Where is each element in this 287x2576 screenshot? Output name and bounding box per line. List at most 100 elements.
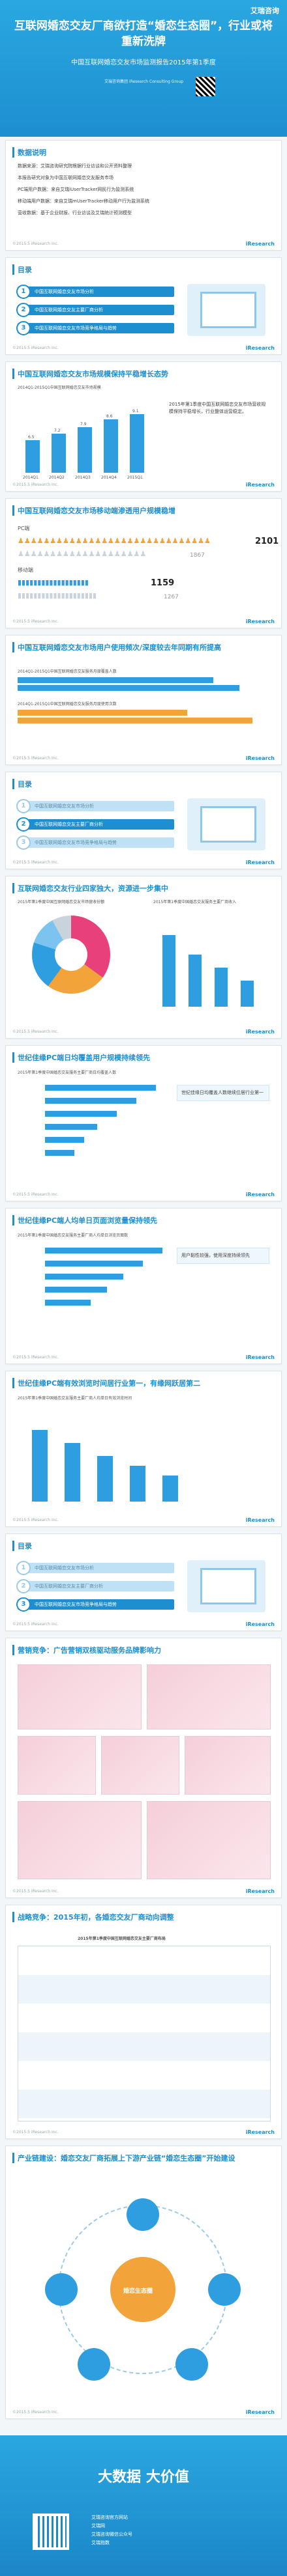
section-title: 数据说明 — [12, 147, 46, 158]
node-icon — [45, 2273, 78, 2306]
section-agenda-3: 目录 1 中国互联网婚恋交友市场分析 2 中国互联网婚恋交友主要厂商分析 3 中国互联… — [5, 1533, 282, 1631]
agenda-item[interactable]: 2 中国互联网婚恋交友主要厂商分析 — [16, 303, 174, 317]
note-line: 移动端用户数据：来自艾瑞mUserTracker移动用户行为监测系统 — [18, 199, 150, 204]
footer-brand: iResearch — [245, 755, 275, 761]
section-title: 世纪佳缘PC端人均单日页面浏览量保持领先 — [12, 1215, 157, 1225]
footer-copyright: ©2015.5 iResearch Inc. — [12, 1355, 59, 1360]
ad-image — [147, 1664, 271, 1729]
link-item[interactable]: 艾瑞咨询微信公众号 — [91, 2532, 132, 2537]
bar — [45, 1137, 84, 1143]
section-title: 互联网婚恋交友行业四家独大，资源进一步集中 — [12, 883, 168, 893]
section-title: 世纪佳缘PC端有效浏览时间居行业第一，有缘网跃居第二 — [12, 1378, 200, 1388]
ad-image — [18, 1664, 142, 1729]
footer-brand: iResearch — [245, 1354, 275, 1360]
bar-value: 9.1 — [132, 409, 139, 413]
section-title: 中国互联网婚恋交友市场用户使用频次/深度较去年同期有所提高 — [12, 642, 273, 652]
section-daily-coverage: 世纪佳缘PC端日均覆盖用户规模持续领先 2015年第1季度中国婚恋交友服务主要厂… — [5, 1045, 282, 1201]
bar — [130, 414, 144, 473]
bar — [78, 427, 92, 473]
section-title: 战略竞争：2015年初，各婚恋交友厂商动向调整 — [12, 1912, 260, 1922]
user-icons-row: ▮▮▮▮▮▮▮▮▮▮▮▮▮▮▮▮▮▮▮▮ — [18, 591, 97, 600]
section-data-notes: 数据说明 数据来源：艾瑞咨询研究院根据行业访谈和公开资料整理 本报告研究对象为中… — [5, 140, 282, 251]
qr-code-icon — [196, 77, 215, 96]
bar — [130, 1466, 145, 1502]
brand-logo: 艾瑞咨询 — [250, 7, 279, 15]
bar — [25, 440, 40, 473]
pie-hole — [55, 938, 87, 971]
ad-image — [185, 1736, 271, 1795]
section-title: 目录 — [12, 1541, 32, 1551]
bar-value: 6.5 — [28, 435, 35, 440]
agenda-label: 中国互联网婚恋交友市场竞争格局与趋势 — [35, 840, 117, 845]
bar — [45, 1287, 107, 1293]
link-item[interactable]: 艾瑞指数 — [91, 2540, 110, 2545]
bar — [241, 981, 254, 1007]
callout-note: 用户黏性较强，使用深度持续领先 — [177, 1248, 269, 1264]
hero-tagline: 艾瑞咨询集团 iResearch Consulting Group — [104, 79, 184, 84]
agenda-item[interactable]: 1 中国互联网婚恋交友市场分析 — [16, 285, 174, 299]
section-agenda-2: 目录 1 中国互联网婚恋交友市场分析 2 中国互联网婚恋交友主要厂商分析 3 中国互联… — [5, 772, 282, 869]
value-label: 1867 — [190, 552, 205, 559]
agenda-label: 中国互联网婚恋交友市场竞争格局与趋势 — [35, 326, 117, 331]
footer-copyright: ©2015.5 iResearch Inc. — [12, 2130, 59, 2135]
bar — [45, 1085, 156, 1091]
qr-code-icon — [33, 2513, 69, 2550]
bar — [45, 1124, 97, 1130]
bar — [162, 1476, 178, 1502]
chart-title: 2014Q1-2015Q1中国互联网婚恋交友市场规模 — [18, 385, 101, 390]
bar — [45, 1098, 136, 1104]
report-title: 互联网婚恋交友厂商欲打造“婚恋生态圈”，行业或将重新洗牌 — [14, 20, 273, 48]
footer-brand: iResearch — [245, 2129, 275, 2135]
link-item[interactable]: 艾瑞咨询官方网站 — [91, 2515, 128, 2520]
mobile-label: 移动端 — [18, 567, 33, 573]
closing-title: 大数据 大价值 — [98, 2469, 189, 2485]
footer-copyright: ©2015.5 iResearch Inc. — [12, 242, 59, 246]
bar — [215, 968, 228, 1007]
note-line: 营收数据：基于企业财报、行业访谈及艾瑞统计预测模型 — [18, 210, 132, 216]
footer-copyright: ©2015.5 iResearch Inc. — [12, 1192, 59, 1197]
section-strategy: 战略竞争：2015年初，各婚恋交友厂商动向调整 2015年第1季度中国互联网婚恋… — [5, 1905, 282, 2139]
node-icon — [78, 2348, 110, 2381]
agenda-item[interactable]: 3 中国互联网婚恋交友市场竞争格局与趋势 — [16, 835, 174, 850]
chart-title: 2015年第1季度中国婚恋交友服务主要厂商收入 — [153, 900, 237, 904]
closing-banner: 大数据 大价值 艾瑞咨询官方网站 艾瑞网 艾瑞咨询微信公众号 艾瑞指数 — [0, 2435, 287, 2576]
section-title: 中国互联网婚恋交友市场规模保持平稳增长态势 — [12, 369, 168, 379]
agenda-item[interactable]: 1 中国互联网婚恋交友市场分析 — [16, 1561, 174, 1575]
bar — [45, 1274, 123, 1280]
footer-copyright: ©2015.5 iResearch Inc. — [12, 346, 59, 350]
chart-title: 2014Q1-2015Q1中国互联网婚恋交友服务月度覆盖人数 — [18, 669, 117, 674]
agenda-item[interactable]: 3 中国互联网婚恋交友市场竞争格局与趋势 — [16, 321, 174, 335]
section-user-scale: 中国互联网婚恋交友市场移动端渗透用户规模稳增 PC端 ♟♟♟♟♟♟♟♟♟♟♟♟♟… — [5, 498, 282, 628]
agenda-item[interactable]: 1 中国互联网婚恋交友市场分析 — [16, 799, 174, 813]
agenda-item[interactable]: 2 中国互联网婚恋交友主要厂商分析 — [16, 817, 174, 832]
bar — [189, 955, 202, 1007]
chart-title: 2015年第1季度中国婚恋交友服务主要厂商人均单日有效浏览时间 — [18, 1396, 132, 1401]
bar — [97, 1456, 113, 1502]
chart-title: 2015年第1季度中国互联网婚恋交友主要厂商布局 — [78, 1937, 166, 1941]
section-market-size: 中国互联网婚恋交友市场规模保持平稳增长态势 2014Q1-2015Q1中国互联网… — [5, 361, 282, 492]
user-icons-row: ♟♟♟♟♟♟♟♟♟♟♟♟♟♟♟♟♟♟♟♟ — [18, 550, 147, 558]
section-title: 目录 — [12, 779, 32, 789]
footer-copyright: ©2015.5 iResearch Inc. — [12, 860, 59, 865]
bar — [45, 1261, 143, 1267]
node-icon — [208, 2273, 241, 2306]
footer-brand: iResearch — [245, 1888, 275, 1894]
agenda-label: 中国互联网婚恋交友主要厂商分析 — [35, 307, 103, 313]
node-icon — [127, 2198, 159, 2231]
bar-label: 2014Q2 — [49, 475, 65, 480]
agenda-label: 中国互联网婚恋交友市场分析 — [35, 1565, 94, 1571]
strategy-table — [18, 1946, 271, 2121]
agenda-item[interactable]: 3 中国互联网婚恋交友市场竞争格局与趋势 — [16, 1597, 174, 1612]
bar — [65, 1443, 80, 1502]
chart-title: 2015年第1季度中国婚恋交友服务主要厂商人均单日浏览页面数 — [18, 1233, 128, 1238]
footer-brand: iResearch — [245, 2409, 275, 2415]
link-item[interactable]: 艾瑞网 — [91, 2523, 105, 2528]
laptop-illustration-icon — [187, 1560, 265, 1612]
bar — [32, 1430, 48, 1502]
bar — [18, 718, 252, 723]
section-marketing: 营销竞争：广告营销双核驱动服务品牌影响力 ©2015.5 iResearch I… — [5, 1638, 282, 1898]
agenda-item[interactable]: 2 中国互联网婚恋交友主要厂商分析 — [16, 1579, 174, 1593]
ad-image — [18, 1801, 142, 1879]
bar-value: 7.2 — [54, 428, 61, 433]
